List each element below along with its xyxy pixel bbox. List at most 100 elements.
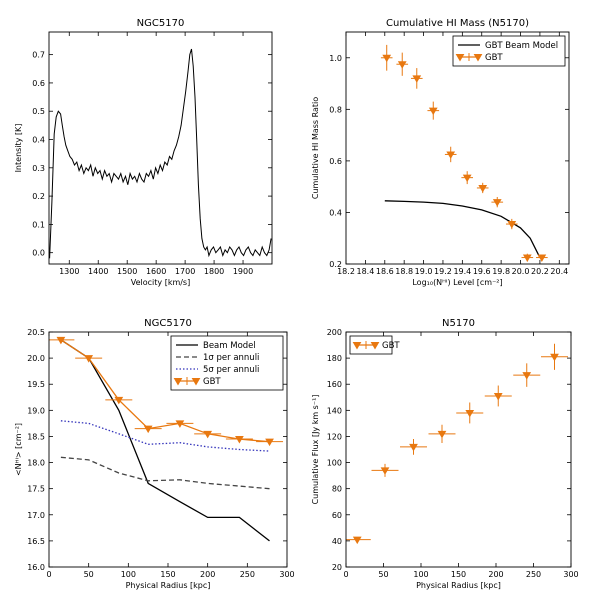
y-tick-label: 0.4 [329,208,342,217]
x-tick-label: 19.4 [453,267,471,276]
y-tick-label: 0.6 [329,157,342,166]
y-tick-label: 0.2 [329,260,342,269]
y-tick-label: 20.0 [27,354,45,363]
x-tick-label: 150 [451,570,466,579]
x-tick-label: 1500 [117,267,137,276]
series-1-per-annuli-line [60,456,270,490]
x-axis-label: Physical Radius [kpc] [416,581,501,590]
legend-label: GBT [485,53,503,63]
axes-frame [48,31,273,265]
series-beam-model-line [60,339,270,542]
x-tick-label: 150 [160,570,175,579]
y-tick-label: 180 [327,354,342,363]
legend-label: 1σ per annuli [203,353,259,363]
legend: GBT Beam Model GBT [452,35,566,67]
legend-label: 5σ per annuli [203,365,259,375]
y-tick-label: 0.0 [32,249,45,258]
data-point [550,353,559,362]
y-tick-label: 140 [327,406,342,415]
chart-panel-2: Cumulative HI Mass (N5170) 18.2 18.4 18.6 18… [311,18,570,287]
y-tick-label: 17.5 [27,485,45,494]
y-tick-label: 200 [327,328,342,337]
data-point [492,199,502,207]
plot-area [380,44,548,263]
x-tick-label: 0 [46,570,51,579]
legend-label: GBT [203,377,221,387]
data-point [397,61,407,69]
y-tick-label: 0.2 [32,192,45,201]
x-tick-label: 20.4 [550,267,568,276]
legend-marker [173,378,183,386]
data-point [56,336,66,345]
x-tick-label: 50 [378,570,388,579]
y-tick-label: 20 [332,563,342,572]
plot-area [49,48,272,259]
legend-marker [191,378,201,386]
y-tick-label: 0.4 [32,136,45,145]
legend: Beam Model 1σ per annuli 5σ per annuli GBT [170,335,284,391]
chart-panel-3: NGC5170 0 50 100 150 200 250 300 16.0 16.5 17.0 17.… [14,318,295,590]
axes-frame [345,31,570,265]
y-tick-label: 16.5 [27,537,45,546]
y-tick-label: 60 [332,511,342,520]
y-tick-label: 16.0 [27,563,45,572]
legend-marker [352,342,362,350]
data-point [84,355,94,363]
y-tick-label: 17.0 [27,511,45,520]
legend-label: GBT Beam Model [485,41,558,51]
legend-marker [455,54,465,62]
x-tick-label: 250 [240,570,255,579]
x-tick-label: 1400 [88,267,108,276]
x-tick-label: 100 [121,570,136,579]
legend-label: GBT [382,341,400,351]
x-tick-label: 18.6 [376,267,394,276]
y-tick-label: 160 [327,380,342,389]
chart-title: Cumulative HI Mass (N5170) [386,18,529,29]
data-point [382,54,392,63]
x-tick-label: 0 [343,570,348,579]
x-tick-label: 100 [413,570,428,579]
chart-title: N5170 [442,318,475,329]
series-gbt-line [60,339,270,443]
y-tick-label: 0.5 [32,107,45,116]
y-axis-label: <Nᴴᴵ> [cm⁻²] [14,423,23,476]
data-point [428,107,438,116]
legend-frame [452,35,566,67]
data-point [507,221,517,229]
y-tick-label: 20.5 [27,328,45,337]
y-tick-label: 0.7 [32,51,45,60]
data-point [493,392,503,401]
data-point [175,420,185,428]
y-axis-label: Intensity [K] [14,124,23,173]
data-point [352,536,362,545]
x-tick-label: 18.4 [356,267,374,276]
x-tick-label: 50 [84,570,94,579]
y-tick-label: 19.0 [27,406,45,415]
x-tick-label: 18.8 [395,267,413,276]
x-tick-label: 19.8 [492,267,510,276]
chart-panel-4: N5170 0 50 100 150 200 250 300 20 40 60 80 100 120 140… [311,318,579,590]
y-tick-label: 18.5 [27,432,45,441]
x-tick-label: 1800 [204,267,224,276]
legend-marker [473,54,483,62]
y-tick-label: 80 [332,485,342,494]
y-tick-label: 0.8 [329,105,342,114]
y-tick-label: 18.0 [27,459,45,468]
data-point [465,409,475,418]
data-point [203,430,213,439]
legend-marker [370,342,380,350]
legend: GBT [349,335,400,355]
chart-title: NGC5170 [144,318,192,329]
x-tick-label: 1700 [175,267,195,276]
plot-area [346,343,568,545]
x-tick-label: 1300 [59,267,79,276]
data-point [409,443,418,452]
x-tick-label: 19.6 [473,267,491,276]
plot-area [49,336,284,542]
data-point [522,372,532,380]
data-point [412,75,422,83]
axes-frame [345,331,572,568]
y-tick-label: 0.6 [32,79,45,88]
data-point [114,396,124,405]
